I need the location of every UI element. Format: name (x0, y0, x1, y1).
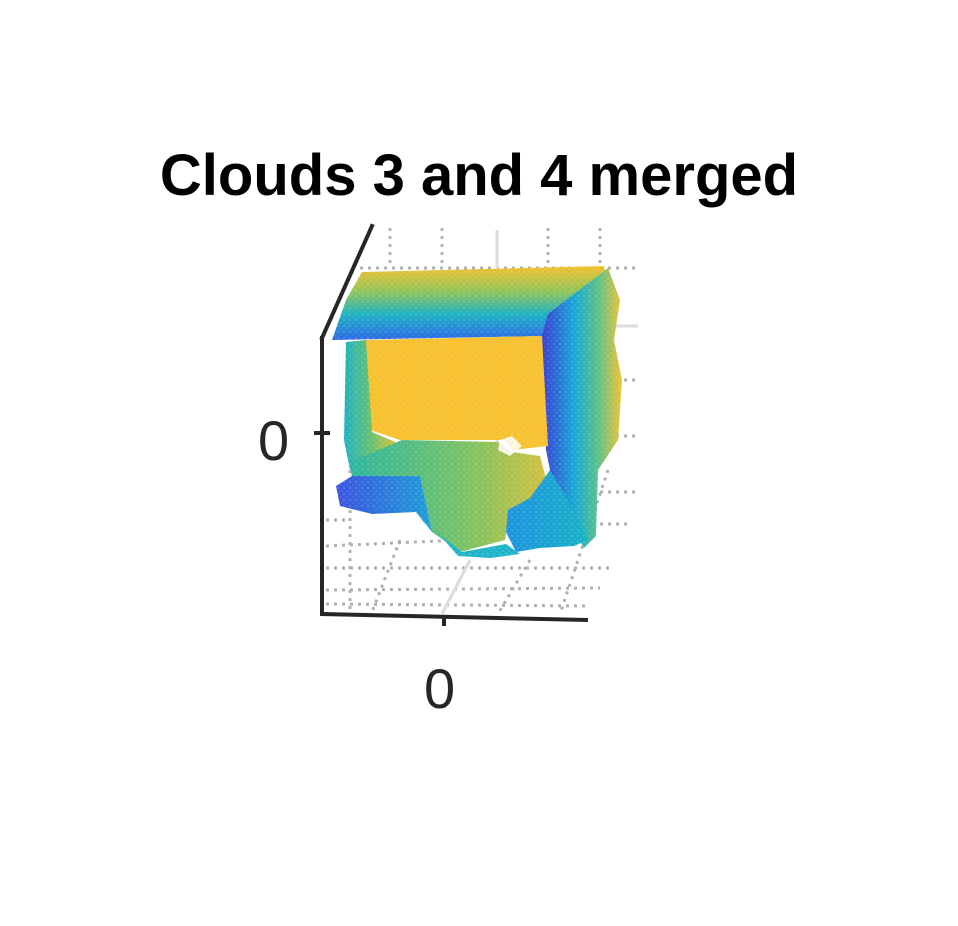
y-tick-label: 0 (258, 409, 290, 472)
x-tick-label: 0 (424, 657, 456, 720)
cloud-texture (332, 266, 622, 556)
z-axis-edge (319, 223, 375, 341)
point-cloud (332, 266, 622, 558)
axes (314, 223, 589, 626)
x-axis-line (319, 611, 589, 623)
chart-title: Clouds 3 and 4 merged (159, 143, 799, 208)
cloud-gap (498, 436, 522, 456)
